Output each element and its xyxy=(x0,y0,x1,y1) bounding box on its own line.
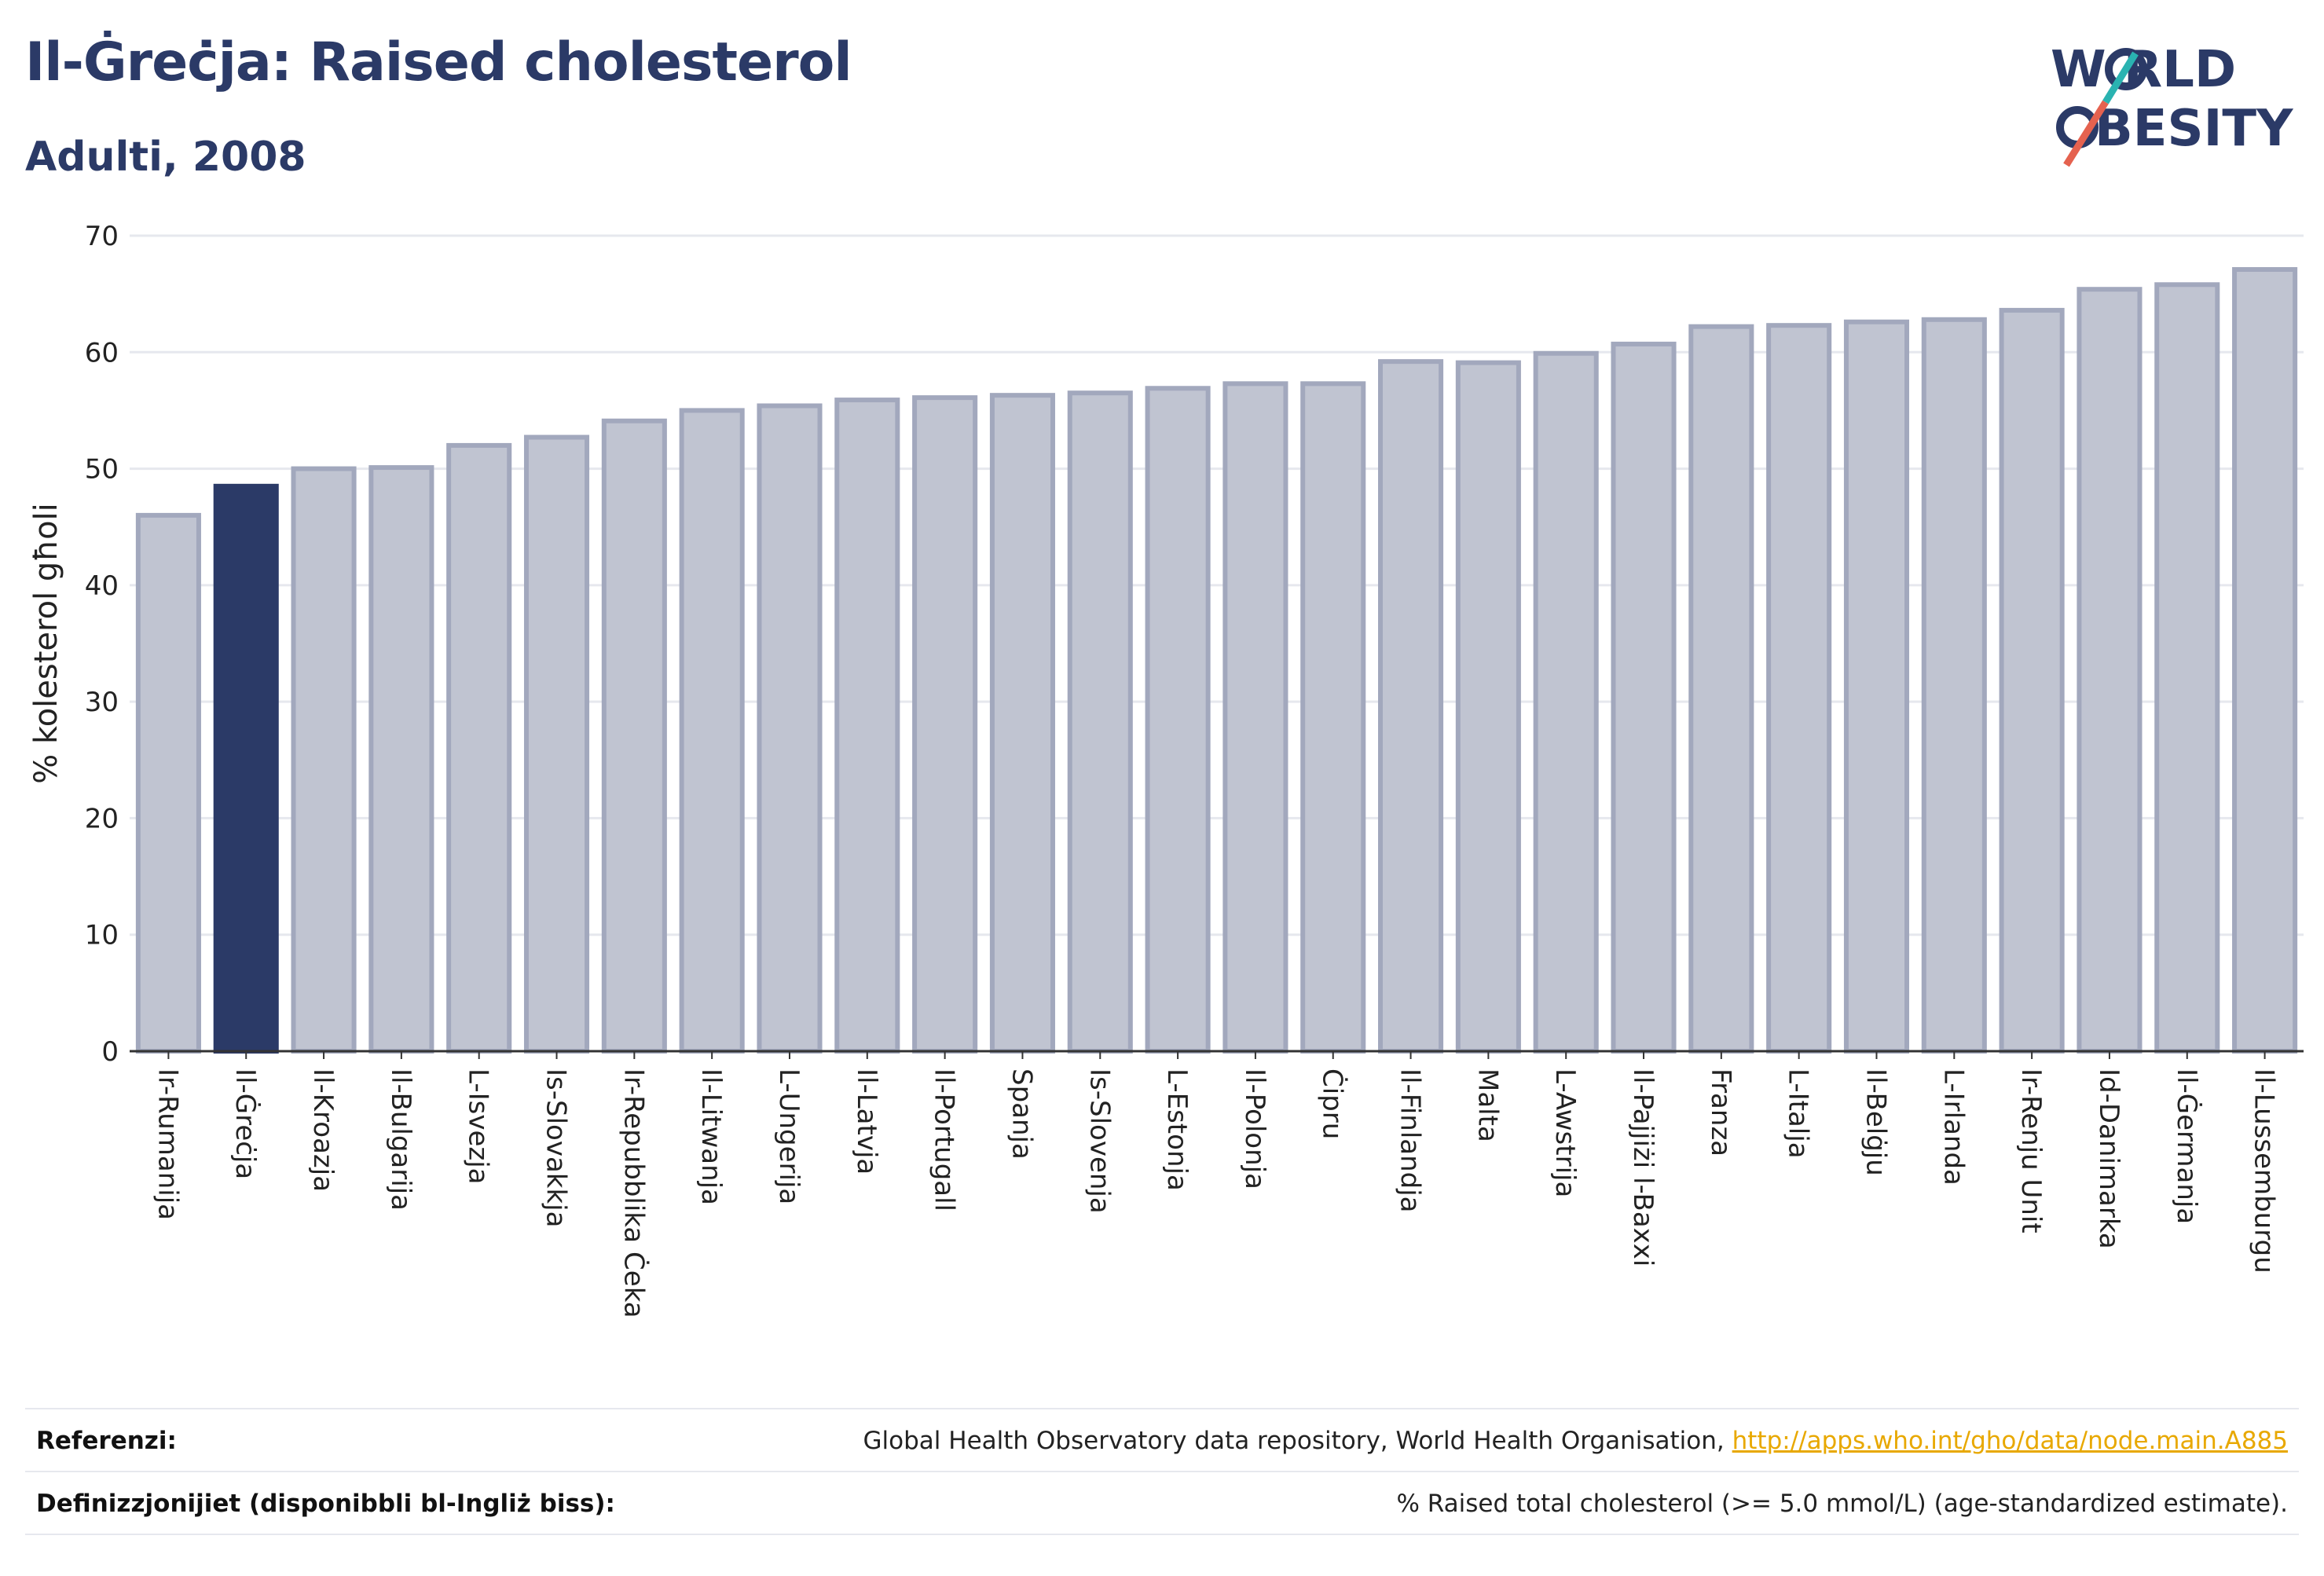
bar-17 xyxy=(1455,360,1521,1054)
bar-7 xyxy=(679,408,745,1054)
bar-20 xyxy=(1688,324,1754,1054)
references-label: Referenzi: xyxy=(36,1427,177,1455)
y-tick-label: 30 xyxy=(85,687,119,718)
bar-22 xyxy=(1843,319,1910,1054)
bar-15 xyxy=(1300,381,1366,1054)
bar-10 xyxy=(912,395,978,1054)
y-tick-label: 70 xyxy=(85,221,119,252)
logo-o-icon xyxy=(2105,48,2147,90)
bar-0 xyxy=(135,512,201,1054)
bar-27 xyxy=(2232,267,2298,1054)
bar-16 xyxy=(1378,359,1444,1054)
bar-8 xyxy=(757,403,823,1054)
bar-12 xyxy=(1067,390,1133,1054)
y-tick-label: 60 xyxy=(85,337,119,368)
x-tick-label: Il-Ġreċja xyxy=(229,1068,262,1179)
footer-divider xyxy=(25,1534,2299,1535)
bar-25 xyxy=(2077,287,2143,1054)
x-tick-label: Il-Litwanja xyxy=(695,1068,727,1205)
logo-slash-red xyxy=(2063,100,2109,167)
bar-5 xyxy=(523,434,590,1054)
y-axis-label: % kolesterol għoli xyxy=(28,503,64,784)
x-tick-label: L-Awstrija xyxy=(1549,1068,1581,1197)
bar-24 xyxy=(1999,307,2065,1054)
x-tick-label: Id-Danimarka xyxy=(2093,1068,2124,1249)
x-tick-label: Il-Bulgarija xyxy=(385,1068,416,1211)
definitions-text: % Raised total cholesterol (>= 5.0 mmol/… xyxy=(1396,1490,2288,1518)
bar-4 xyxy=(446,442,512,1054)
x-tick-label: Il-Lussemburgu xyxy=(2249,1068,2280,1274)
world-obesity-logo: W RLD BESITY xyxy=(2051,41,2293,167)
y-tick-label: 50 xyxy=(85,454,119,486)
y-tick-label: 10 xyxy=(85,920,119,951)
definitions-label: Definizzjonijiet (disponibbli bl-Ingliż … xyxy=(36,1490,615,1518)
y-axis-ticks: 0 10 20 30 40 50 60 70 xyxy=(85,221,119,1068)
x-tick-label: Il-Belġju xyxy=(1860,1068,1891,1176)
bar-18 xyxy=(1533,350,1599,1054)
bar-21 xyxy=(1766,323,1832,1054)
definitions-row: Definizzjonijiet (disponibbli bl-Ingliż … xyxy=(25,1471,2299,1535)
x-tick-label: Spanja xyxy=(1006,1068,1037,1160)
bar-14 xyxy=(1222,381,1288,1054)
references-text: Global Health Observatory data repositor… xyxy=(863,1427,1732,1455)
x-tick-label: L-Estonja xyxy=(1161,1068,1193,1191)
x-tick-label: L-Italja xyxy=(1783,1068,1814,1159)
bar-9 xyxy=(834,398,900,1054)
x-axis-ticks: Ir-Rumanija Il-Ġreċja Il-Kroazja Il-Bulgari… xyxy=(152,1051,2280,1318)
x-tick-label: L-Ungerija xyxy=(773,1068,805,1204)
bar-6 xyxy=(601,418,667,1054)
x-tick-label: Il-Ġermanja xyxy=(2171,1068,2203,1224)
y-tick-label: 40 xyxy=(85,570,119,602)
bar-23 xyxy=(1921,317,1987,1054)
x-tick-label: Malta xyxy=(1472,1068,1503,1142)
x-tick-label: Ir-Repubblika Ċeka xyxy=(618,1068,650,1318)
bar-19 xyxy=(1611,341,1677,1054)
bar-11 xyxy=(989,393,1055,1054)
logo-line-2: BESITY xyxy=(2095,100,2293,158)
bar-1 xyxy=(213,483,279,1054)
x-tick-label: L-Isvezja xyxy=(463,1068,494,1185)
chart-subtitle: Adulti, 2008 xyxy=(25,134,306,181)
y-tick-label: 0 xyxy=(101,1036,119,1068)
x-tick-label: Is-Slovakkja xyxy=(541,1068,572,1227)
x-tick-label: Franza xyxy=(1705,1068,1736,1156)
x-tick-label: Il-Finlandja xyxy=(1395,1068,1426,1213)
x-tick-label: Il-Latvja xyxy=(851,1068,882,1175)
bar-chart: 0 10 20 30 40 50 60 70 Ir-Rumanija Il-Ġreċja Il-K… xyxy=(28,221,2304,1318)
x-tick-label: Ir-Renju Unit xyxy=(2015,1068,2047,1233)
x-tick-label: L-Irlanda xyxy=(1937,1068,1969,1186)
bar-3 xyxy=(368,465,434,1054)
bar-13 xyxy=(1145,386,1211,1054)
bar-2 xyxy=(291,466,357,1054)
x-tick-label: Is-Slovenja xyxy=(1083,1068,1115,1214)
references-link[interactable]: http://apps.who.int/gho/data/node.main.A… xyxy=(1732,1427,2288,1455)
references-row: Referenzi: Global Health Observatory dat… xyxy=(25,1408,2299,1472)
x-tick-label: Ċipru xyxy=(1317,1068,1349,1139)
bar-26 xyxy=(2154,282,2220,1054)
x-tick-label: Il-Kroazja xyxy=(307,1068,339,1192)
x-tick-label: Il-Portugall xyxy=(929,1068,960,1211)
y-tick-label: 20 xyxy=(85,803,119,834)
x-tick-label: Il-Pajjiżi l-Baxxi xyxy=(1627,1068,1659,1266)
x-tick-label: Il-Polonja xyxy=(1239,1068,1270,1189)
x-tick-label: Ir-Rumanija xyxy=(152,1068,183,1220)
bars xyxy=(135,267,2298,1054)
logo-slash-teal xyxy=(2102,51,2139,104)
chart-title: Il-Ġreċja: Raised cholesterol xyxy=(25,31,852,93)
